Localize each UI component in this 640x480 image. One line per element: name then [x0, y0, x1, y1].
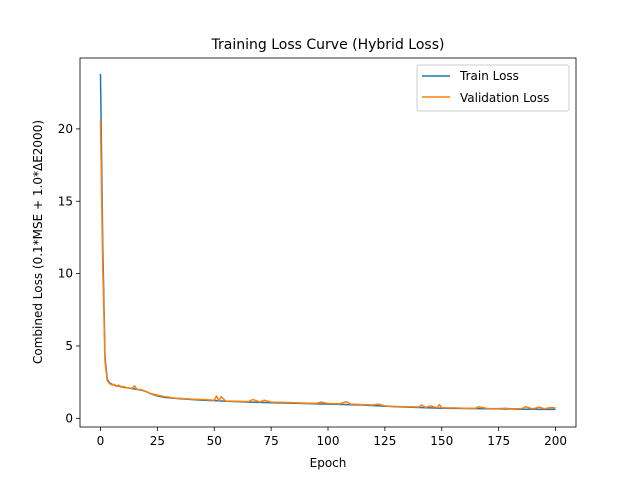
plot-area-frame	[79, 57, 577, 428]
series-line-validation-loss	[99, 120, 556, 410]
legend: Train Loss Validation Loss	[416, 64, 570, 112]
y-tick-label: 15	[58, 194, 73, 208]
y-tick-label: 20	[58, 122, 73, 136]
legend-label-train: Train Loss	[459, 69, 519, 83]
x-tick-label: 75	[263, 434, 278, 448]
x-tick-label: 0	[97, 434, 105, 448]
x-axis-title: Epoch	[310, 456, 347, 470]
chart-title: Training Loss Curve (Hybrid Loss)	[211, 37, 445, 53]
x-tick-label: 150	[430, 434, 453, 448]
y-axis-title: Combined Loss (0.1*MSE + 1.0*ΔE2000)	[31, 120, 45, 364]
y-tick-label: 0	[65, 411, 73, 425]
x-tick-label: 50	[207, 434, 222, 448]
legend-label-validation: Validation Loss	[460, 91, 549, 105]
legend-box	[416, 64, 570, 112]
x-tick-label: 125	[373, 434, 396, 448]
x-tick-label: 200	[544, 434, 567, 448]
y-tick-label: 10	[58, 267, 73, 281]
x-tick-label: 175	[487, 434, 510, 448]
series-layer	[99, 73, 556, 411]
y-tick-label: 5	[65, 339, 73, 353]
x-tick-label: 100	[317, 434, 340, 448]
tick-layer: 0 25 50 75 100 125 150 175 200 0 5 10 15 20	[58, 122, 567, 448]
x-tick-label: 25	[150, 434, 165, 448]
